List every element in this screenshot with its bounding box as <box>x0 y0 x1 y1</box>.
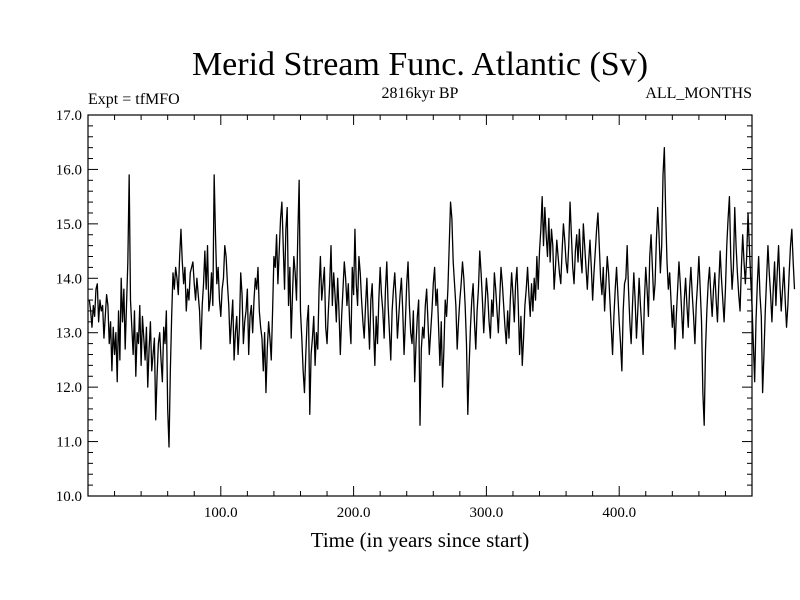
y-tick-label: 10.0 <box>56 489 82 505</box>
x-tick-label: 400.0 <box>602 505 636 521</box>
series-line <box>88 147 796 448</box>
y-tick-label: 13.0 <box>56 326 82 342</box>
y-tick-label: 14.0 <box>56 271 82 287</box>
x-axis: 100.0 200.0 300.0 400.0 <box>114 115 726 521</box>
y-tick-label: 15.0 <box>56 217 82 233</box>
y-tick-label: 17.0 <box>56 108 82 124</box>
y-tick-label: 12.0 <box>56 380 82 396</box>
x-axis-label: Time (in years since start) <box>311 528 530 552</box>
plot-area <box>88 147 796 448</box>
y-axis: 10.0 11.0 12.0 13.0 14.0 15.0 16.0 17.0 <box>56 108 752 505</box>
experiment-label: Expt = tfMFO <box>88 91 180 108</box>
chart-title: Merid Stream Func. Atlantic (Sv) <box>192 46 648 83</box>
x-tick-label: 300.0 <box>470 505 504 521</box>
x-tick-label: 100.0 <box>204 505 238 521</box>
epoch-label: 2816kyr BP <box>382 85 459 102</box>
plot-frame <box>87 114 753 497</box>
months-label: ALL_MONTHS <box>645 85 752 102</box>
x-tick-label: 200.0 <box>337 505 371 521</box>
y-tick-label: 11.0 <box>56 435 82 451</box>
y-tick-label: 16.0 <box>56 162 82 178</box>
